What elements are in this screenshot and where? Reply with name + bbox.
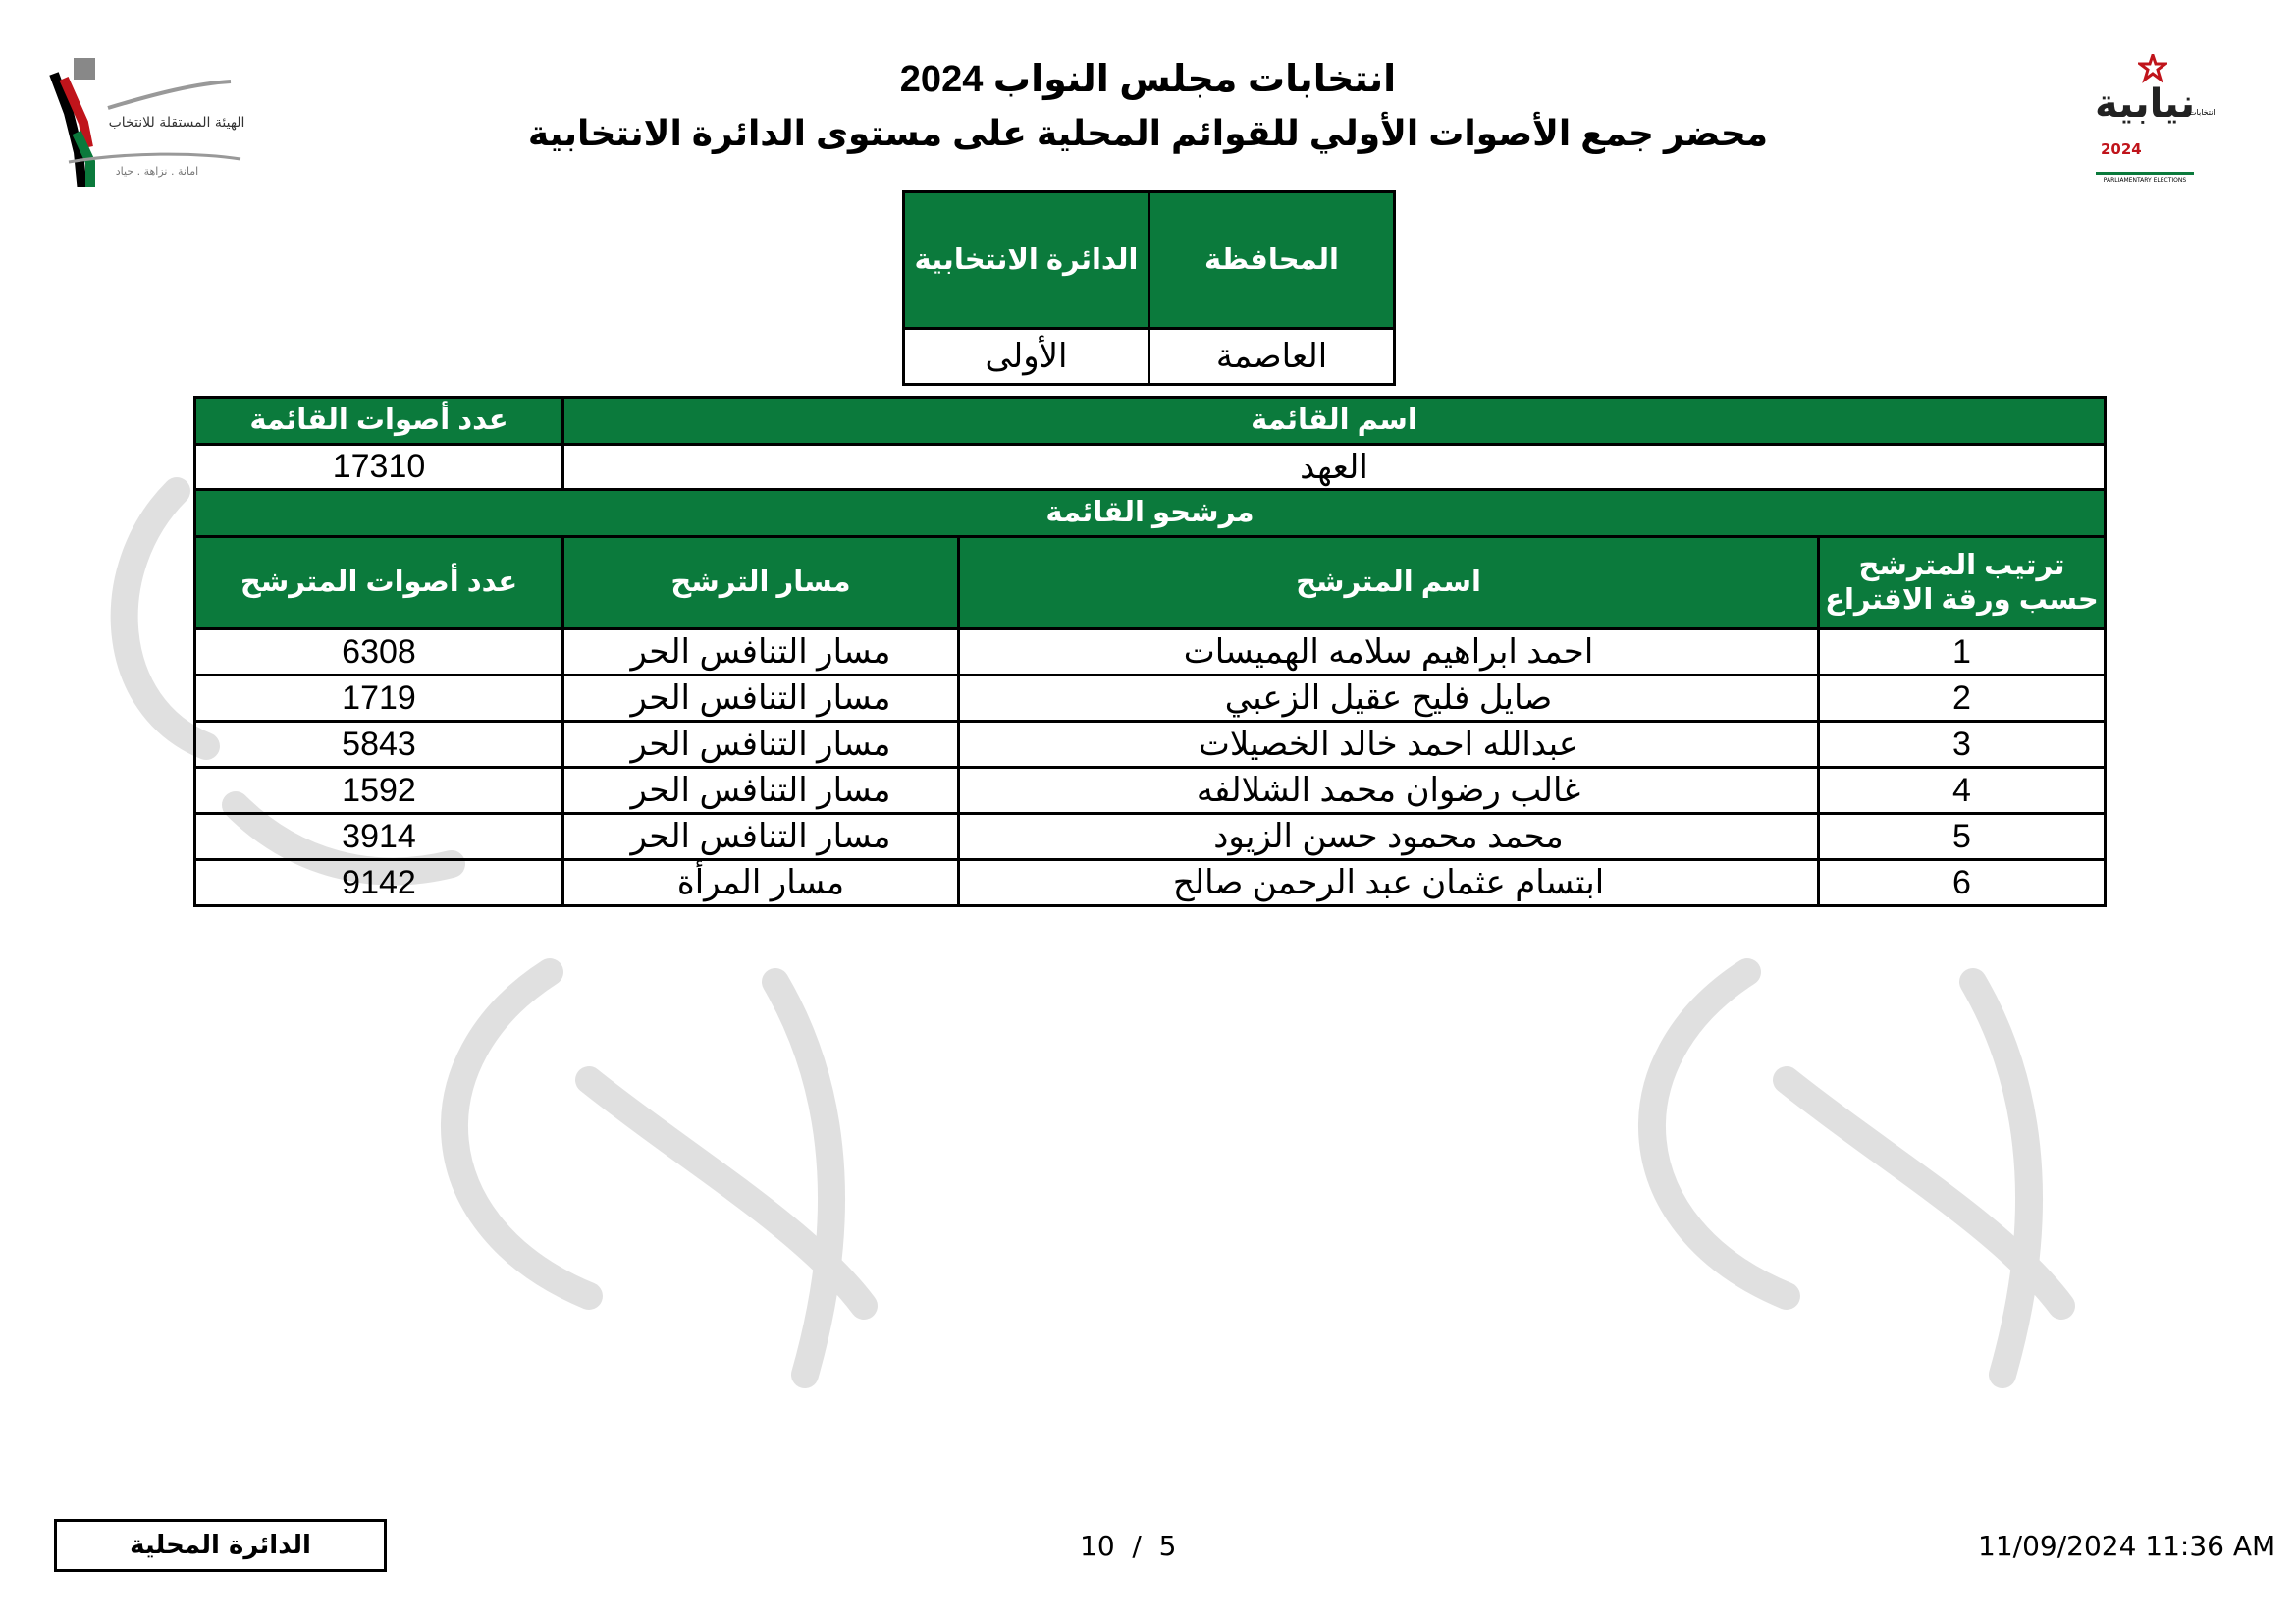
page-subtitle: محضر جمع الأصوات الأولي للقوائم المحلية … <box>527 113 1769 153</box>
candidate-name-cell: غالب رضوان محمد الشلالفه <box>957 766 1820 815</box>
rank-cell: 2 <box>1817 674 2107 723</box>
candidates-section-header: مرشحو القائمة <box>193 488 2107 538</box>
table-row: 4 غالب رضوان محمد الشلالفه مسار التنافس … <box>193 766 2107 815</box>
page-number: 10 / 5 <box>1080 1530 1177 1562</box>
district-header: الدائرة الانتخابية <box>902 190 1150 330</box>
table-row: 5 محمد محمود حسن الزيود مسار التنافس الح… <box>193 812 2107 861</box>
candidate-votes-header: عدد أصوات المترشح <box>193 535 564 630</box>
rank-cell: 3 <box>1817 720 2107 769</box>
logo-divider <box>2096 172 2194 175</box>
footer-district-label: الدائرة المحلية <box>54 1519 387 1572</box>
votes-cell: 1592 <box>193 766 564 815</box>
path-cell: مسار التنافس الحر <box>561 766 960 815</box>
logo-small: انتخابات <box>2189 108 2216 117</box>
path-cell: مسار التنافس الحر <box>561 674 960 723</box>
candidate-name-header: اسم المترشح <box>957 535 1820 630</box>
list-name-header: اسم القائمة <box>561 396 2107 446</box>
location-table: المحافظة الدائرة الانتخابية العاصمة الأو… <box>902 190 1396 386</box>
parliamentary-elections-logo: نيابية انتخابات 2024 PARLIAMENTARY ELECT… <box>2091 54 2216 187</box>
votes-cell: 3914 <box>193 812 564 861</box>
path-cell: مسار التنافس الحر <box>561 812 960 861</box>
district-value: الأولى <box>902 327 1150 386</box>
table-row: 1 احمد ابراهيم سلامه الهميسات مسار التنا… <box>193 627 2107 676</box>
votes-cell: 6308 <box>193 627 564 676</box>
logo-year: 2024 <box>2101 140 2142 158</box>
path-header: مسار الترشح <box>561 535 960 630</box>
list-votes: 17310 <box>193 443 564 491</box>
list-name: العهد <box>561 443 2107 491</box>
candidate-name-cell: محمد محمود حسن الزيود <box>957 812 1820 861</box>
votes-cell: 5843 <box>193 720 564 769</box>
table-row: 6 ابتسام عثمان عبد الرحمن صالح مسار المر… <box>193 858 2107 907</box>
star-icon <box>2138 54 2167 83</box>
rank-cell: 5 <box>1817 812 2107 861</box>
candidate-name-cell: ابتسام عثمان عبد الرحمن صالح <box>957 858 1820 907</box>
timestamp: 11/09/2024 11:36 AM <box>1978 1530 2276 1562</box>
iec-logo-text: الهيئة المستقلة للانتخاب <box>108 115 245 131</box>
governorate-header: المحافظة <box>1148 190 1396 330</box>
path-cell: مسار المرأة <box>561 858 960 907</box>
table-row: 3 عبدالله احمد خالد الخصيلات مسار التناف… <box>193 720 2107 769</box>
path-cell: مسار التنافس الحر <box>561 627 960 676</box>
candidate-name-cell: صايل فليح عقيل الزعبي <box>957 674 1820 723</box>
rank-cell: 4 <box>1817 766 2107 815</box>
rank-cell: 1 <box>1817 627 2107 676</box>
governorate-value: العاصمة <box>1148 327 1396 386</box>
results-table: اسم القائمة عدد أصوات القائمة العهد 1731… <box>193 396 2107 907</box>
votes-cell: 1719 <box>193 674 564 723</box>
page-title: انتخابات مجلس النواب 2024 <box>899 59 1397 100</box>
table-row: 2 صايل فليح عقيل الزعبي مسار التنافس الح… <box>193 674 2107 723</box>
candidate-name-cell: عبدالله احمد خالد الخصيلات <box>957 720 1820 769</box>
logo-english: PARLIAMENTARY ELECTIONS <box>2103 177 2187 184</box>
list-votes-header: عدد أصوات القائمة <box>193 396 564 446</box>
path-cell: مسار التنافس الحر <box>561 720 960 769</box>
rank-cell: 6 <box>1817 858 2107 907</box>
logo-word: نيابية <box>2095 81 2195 127</box>
iec-logo-tagline: امانة . نزاهة . حياد <box>115 165 199 178</box>
votes-cell: 9142 <box>193 858 564 907</box>
candidate-name-cell: احمد ابراهيم سلامه الهميسات <box>957 627 1820 676</box>
rank-header: ترتيب المترشح حسب ورقة الاقتراع <box>1817 535 2107 630</box>
